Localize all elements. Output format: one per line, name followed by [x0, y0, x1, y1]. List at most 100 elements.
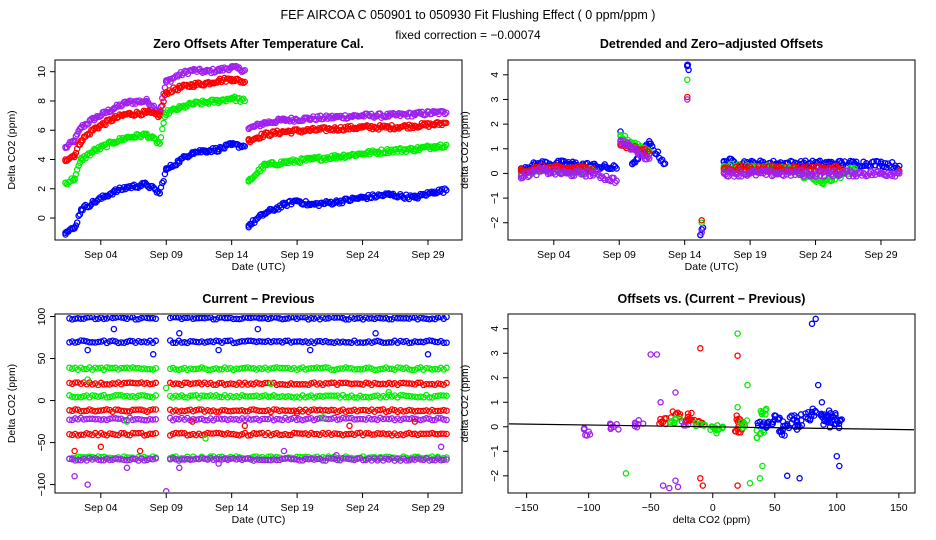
- data-point-purple: [273, 456, 280, 464]
- data-point-blue: [354, 315, 361, 322]
- data-point-blue: [685, 66, 692, 74]
- data-point-purple: [162, 78, 170, 86]
- data-point-red: [117, 407, 125, 414]
- data-point-green: [74, 393, 82, 401]
- data-point-blue: [654, 148, 662, 155]
- data-point-purple: [345, 414, 352, 422]
- data-point-purple: [135, 415, 142, 423]
- x-tick-label: Sep 19: [280, 502, 313, 514]
- data-point-red: [112, 406, 119, 413]
- data-point-red: [259, 380, 266, 388]
- x-tick-label: Sep 24: [346, 249, 379, 261]
- data-point-red: [227, 380, 234, 387]
- data-point-purple: [773, 170, 780, 177]
- data-point-blue: [204, 315, 211, 321]
- x-tick-label: Sep 09: [150, 502, 183, 514]
- data-point-green: [280, 159, 288, 166]
- data-point-red: [313, 430, 321, 438]
- y-tick-label: −50: [36, 434, 48, 452]
- data-point-purple: [289, 116, 296, 124]
- data-point-green: [152, 392, 160, 399]
- data-point-red: [198, 431, 206, 439]
- data-point-blue: [152, 337, 160, 345]
- data-point-blue: [267, 315, 275, 322]
- data-point-green: [204, 366, 211, 374]
- data-point-green: [368, 148, 375, 156]
- data-point-purple: [66, 455, 73, 463]
- data-point-green: [345, 365, 352, 372]
- data-point-blue: [777, 427, 784, 435]
- data-point-red: [181, 379, 188, 387]
- data-point-blue: [440, 339, 447, 347]
- data-point-red: [135, 429, 142, 437]
- data-point-red: [256, 430, 263, 437]
- data-point-blue: [156, 189, 163, 197]
- data-point-purple: [440, 456, 447, 464]
- data-point-purple: [203, 66, 211, 74]
- data-point-green: [756, 475, 764, 482]
- data-point-blue: [441, 185, 449, 192]
- data-point-green: [129, 364, 136, 371]
- data-point-green: [379, 392, 387, 400]
- data-point-purple: [582, 431, 589, 439]
- data-point-red: [385, 124, 392, 131]
- data-point-red: [356, 380, 364, 388]
- data-point-green: [397, 391, 404, 399]
- data-point-red: [123, 431, 131, 438]
- data-point-red: [230, 380, 237, 388]
- data-point-blue: [264, 315, 272, 323]
- x-tick-label: Sep 24: [346, 502, 379, 514]
- data-point-blue: [71, 225, 78, 232]
- data-point-blue: [227, 315, 234, 322]
- data-point-blue: [368, 339, 375, 346]
- y-tick-label: 0: [36, 215, 48, 221]
- data-point-green: [331, 366, 338, 374]
- data-point-green: [146, 365, 154, 373]
- data-point-purple: [282, 455, 289, 462]
- data-point-red: [280, 128, 288, 135]
- y-tick-label: 2: [489, 375, 501, 381]
- data-point-green: [388, 365, 396, 373]
- data-point-green: [123, 418, 131, 425]
- data-point-green: [103, 394, 111, 401]
- data-point-purple: [241, 66, 249, 74]
- data-point-red: [388, 406, 396, 413]
- data-point-purple: [305, 415, 312, 422]
- data-point-red: [443, 119, 450, 127]
- data-point-blue: [135, 315, 142, 323]
- data-point-green: [80, 365, 88, 373]
- data-point-green: [212, 365, 220, 372]
- data-point-purple: [187, 456, 194, 463]
- data-point-red: [354, 407, 361, 415]
- data-point-green: [97, 392, 105, 400]
- data-point-red: [307, 429, 315, 437]
- data-point-purple: [273, 415, 280, 423]
- x-tick-label: 100: [828, 502, 846, 514]
- data-point-green: [247, 365, 255, 372]
- data-point-red: [420, 381, 427, 389]
- data-point-purple: [537, 167, 544, 175]
- data-point-green: [109, 364, 116, 372]
- data-point-blue: [805, 408, 812, 416]
- data-point-red: [253, 406, 260, 414]
- x-tick-label: Sep 04: [84, 249, 117, 261]
- data-point-red: [224, 430, 231, 437]
- data-point-red: [770, 162, 777, 170]
- data-point-purple: [143, 95, 150, 103]
- data-point-blue: [187, 338, 194, 345]
- data-point-red: [333, 125, 340, 133]
- data-point-red: [684, 416, 692, 423]
- data-point-green: [351, 394, 358, 401]
- data-point-blue: [226, 140, 234, 147]
- data-point-blue: [796, 475, 803, 482]
- data-point-purple: [129, 455, 136, 462]
- marker-layer: [517, 61, 903, 239]
- data-point-blue: [385, 339, 393, 346]
- data-point-purple: [403, 457, 410, 464]
- data-point-green: [189, 365, 197, 373]
- data-point-green: [143, 131, 150, 138]
- figure-title: FEF AIRCOA C 050901 to 050930 Fit Flushi…: [281, 8, 656, 22]
- x-axis-label: Date (UTC): [232, 261, 286, 273]
- data-point-red: [215, 429, 223, 437]
- data-point-red: [394, 124, 401, 131]
